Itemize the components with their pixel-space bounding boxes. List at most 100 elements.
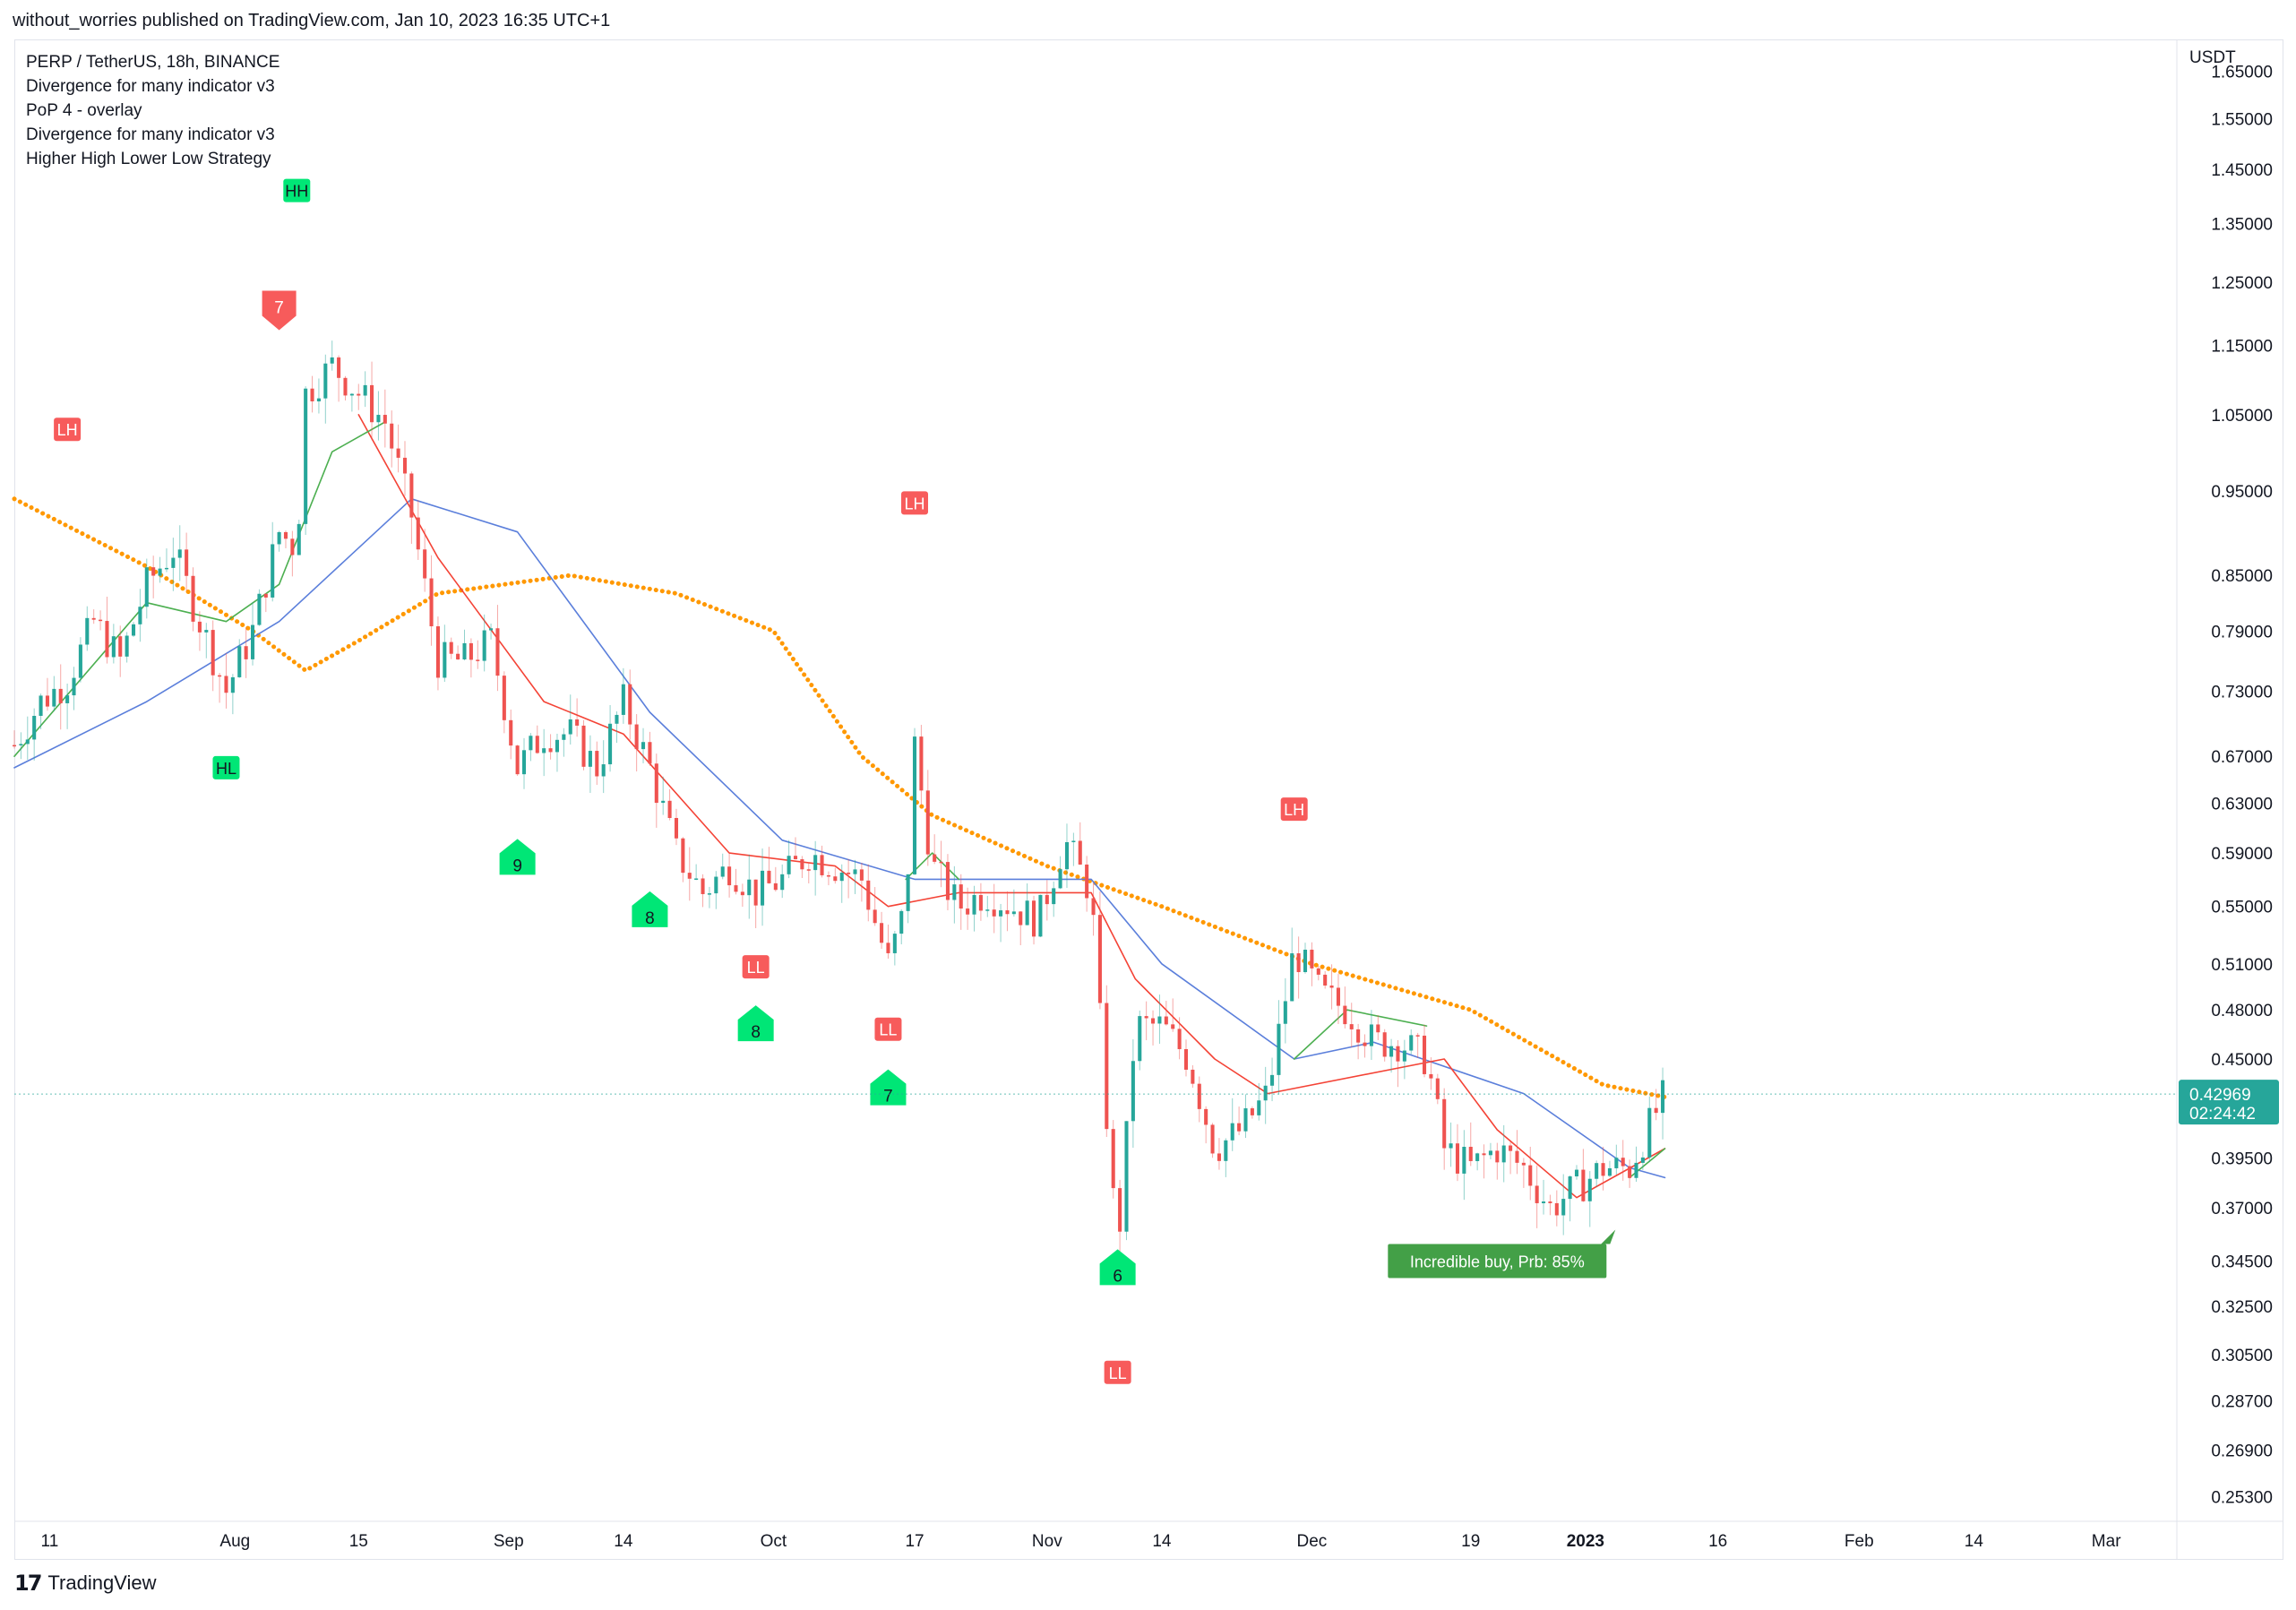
chart-frame[interactable] <box>14 39 2283 1560</box>
candle-body <box>502 676 506 720</box>
candle-body <box>681 838 685 874</box>
candle-body <box>641 742 646 750</box>
candle-body <box>1171 1024 1175 1029</box>
annotation-tag-text: HH <box>285 183 308 201</box>
annotation-tag-box <box>901 491 929 515</box>
candle-body <box>621 684 625 715</box>
y-tick-label: 0.48000 <box>2211 1002 2273 1020</box>
legend-indicator-4[interactable]: Higher High Lower Low Strategy <box>26 150 271 168</box>
candle-body <box>370 384 374 423</box>
candle-body <box>820 855 824 875</box>
legend-symbol[interactable]: PERP / TetherUS, 18h, BINANCE <box>26 53 280 72</box>
x-tick-label: Feb <box>1845 1532 1874 1551</box>
candle-body <box>1058 869 1062 889</box>
candle-body <box>1349 1024 1354 1029</box>
candle-body <box>476 659 480 661</box>
candle-body <box>177 549 182 558</box>
candle-body <box>118 636 123 657</box>
candle-body <box>449 641 453 654</box>
candle-body <box>1614 1158 1619 1168</box>
candle-body <box>661 800 666 804</box>
candle-body <box>185 549 189 576</box>
candle-body <box>469 642 473 660</box>
candle-body <box>780 874 785 891</box>
candle-body <box>1542 1201 1546 1203</box>
legend-indicator-1[interactable]: Divergence for many indicator v3 <box>26 77 275 96</box>
candle-body <box>402 457 408 474</box>
candle-body <box>1183 1048 1189 1070</box>
candle-body <box>1535 1185 1539 1203</box>
y-tick-label: 1.25000 <box>2211 274 2273 293</box>
candle-body <box>1019 911 1023 926</box>
x-tick-label: 14 <box>1152 1532 1172 1551</box>
candle-body <box>1310 950 1314 969</box>
candle-body <box>337 357 341 378</box>
annotation-tag-text: LL <box>747 959 765 977</box>
legend-indicator-3[interactable]: Divergence for many indicator v3 <box>26 125 275 144</box>
candle-body <box>1118 1188 1122 1232</box>
annotation-arrow-shape <box>737 1005 774 1042</box>
candle-body <box>1217 1153 1221 1161</box>
annotation-green-arrow-up: 8 <box>632 891 668 928</box>
y-tick-label: 0.51000 <box>2211 956 2273 975</box>
x-tick-label: 14 <box>614 1532 633 1551</box>
footer-brand[interactable]: 17 TradingView <box>14 1571 156 1596</box>
candle-body <box>158 568 162 576</box>
candle-body <box>687 873 692 879</box>
x-tick-label: Oct <box>761 1532 787 1551</box>
chart-legend: PERP / TetherUS, 18h, BINANCE Divergence… <box>26 50 279 171</box>
candle-body <box>873 909 877 924</box>
annotation-green-arrow-up: 9 <box>499 839 536 875</box>
footer-brand-text: TradingView <box>47 1571 157 1594</box>
candle-body <box>1509 1145 1513 1151</box>
candle-body <box>1561 1199 1566 1216</box>
candle-body <box>1607 1167 1612 1176</box>
y-tick-label: 0.63000 <box>2211 795 2273 814</box>
annotation-tag-box <box>283 178 311 202</box>
candle-body <box>435 626 440 678</box>
y-tick-label: 0.32500 <box>2211 1298 2273 1317</box>
candle-body <box>1621 1158 1625 1167</box>
candle-body <box>588 751 592 767</box>
candle-body <box>1157 1016 1162 1024</box>
candle-body <box>1078 840 1082 865</box>
candle-body <box>19 744 23 746</box>
annotation-tag-text: HL <box>216 760 236 778</box>
candle-body <box>813 855 818 871</box>
candle-body <box>1197 1083 1201 1109</box>
candle-body <box>85 617 90 645</box>
annotation-arrow-text: 6 <box>1113 1267 1122 1286</box>
annotation-green-tag: HH <box>283 178 311 202</box>
annotation-buy-box: Incredible buy, Prb: 85% <box>1388 1229 1616 1279</box>
candle-body <box>363 384 367 396</box>
candle-body <box>634 724 639 750</box>
candle-body <box>555 739 559 753</box>
candle-body <box>707 893 711 895</box>
candle-body <box>1369 1024 1373 1046</box>
candle-body <box>899 910 904 934</box>
annotation-tag-text: LH <box>57 421 78 439</box>
annotation-arrow-shape <box>632 891 668 927</box>
legend-indicator-2[interactable]: PoP 4 - overlay <box>26 101 142 120</box>
candle-body <box>297 523 301 555</box>
candle-body <box>1501 1145 1506 1163</box>
annotation-red-tag: LH <box>1280 797 1308 822</box>
y-tick-label: 0.45000 <box>2211 1051 2273 1070</box>
candle-body <box>767 870 771 883</box>
annotation-arrow-shape <box>499 839 536 875</box>
candle-body <box>859 869 864 881</box>
candle-body <box>978 894 983 911</box>
candle-body <box>952 884 957 900</box>
y-tick-label: 0.34500 <box>2211 1253 2273 1271</box>
candle-body <box>515 745 520 775</box>
candle-body <box>1343 1005 1347 1025</box>
candle-body <box>1548 1201 1552 1203</box>
candle-body <box>945 862 950 900</box>
x-tick-label: Aug <box>219 1532 250 1551</box>
candle-body <box>1363 1042 1367 1046</box>
candle-body <box>1237 1123 1242 1132</box>
candle-body <box>734 885 738 892</box>
candle-body <box>793 856 798 860</box>
candle-body <box>271 544 275 598</box>
